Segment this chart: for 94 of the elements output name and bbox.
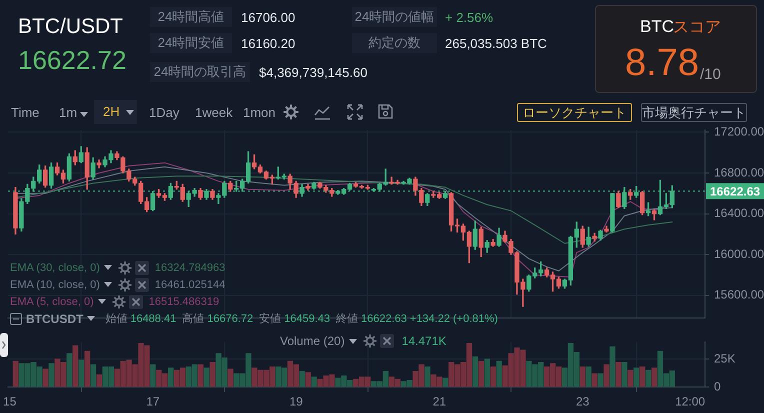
text: 市場奥行チャート [641,103,747,122]
bar [496,360,502,387]
bar [442,378,448,387]
text: 1m [59,105,78,120]
text: 16706.00 [241,10,296,25]
bar [622,362,628,387]
annotation: 16515.486319 [148,296,220,308]
text: 8.78 [625,42,699,85]
y-tick-label: 17200.00 [714,124,764,139]
bar [490,366,496,387]
bar [651,368,658,387]
text: 24時間の取引高 [150,62,250,82]
bar [640,366,646,387]
bar [634,368,640,387]
bar [150,364,156,387]
text: 24時間安値 [150,33,232,53]
text: 16622.72 [18,45,126,76]
bar [168,368,174,387]
bar [84,350,90,387]
bar [484,358,490,387]
text: ローソクチャート [517,103,632,122]
bar [96,374,102,387]
text: $4,369,739,145.60 [259,65,368,80]
text: 265,035.503 BTC [445,36,547,51]
bar [48,363,54,387]
bar [311,376,317,387]
text: EMA (10, close, 0) [10,278,100,290]
x-tick-label: 21 [432,394,446,409]
text: BTC/USDT [18,15,123,39]
bar [424,366,430,387]
bar [604,364,610,387]
text: EMA (5, close, 0) [10,296,94,308]
annotation: 16461.025144 [154,278,226,290]
text: 1Day [149,105,180,120]
x-tick-label: 23 [576,394,590,409]
text: 16160.20 [241,36,296,51]
text: + 2.56% [445,10,494,25]
bar [78,360,84,387]
bar [472,356,478,387]
text: 2H [94,100,137,124]
y-tick-label: 16800.00 [714,165,764,180]
bar [305,372,311,387]
text: BTCUSDT [26,312,84,326]
bar [586,366,592,387]
annotation: 始値 [105,312,128,326]
text: Time [11,105,40,120]
y-tick-label: 25K [714,351,736,366]
bar [204,368,210,387]
x-tick-label: 12:00 [675,394,706,409]
bar [90,364,96,387]
x-tick-label: 17 [146,394,160,409]
bar [210,362,216,387]
text: 24時間の値幅 [352,7,437,27]
bar [299,370,305,387]
text: 1mon [243,105,276,120]
bar [592,373,598,387]
text: 1week [195,105,233,120]
bar [610,346,616,387]
text: 約定の数 [352,33,437,53]
text: 24時間高値 [150,7,232,27]
annotation: 16622.63 [361,312,407,324]
chart-title: Volume (20) [280,334,345,348]
text: EMA (30, close, 0) [10,262,100,274]
x-tick-label: 15 [3,394,17,409]
annotation: 終値 [336,312,358,326]
bar [72,345,78,387]
text: /10 [700,66,721,83]
annotation: 安値 [259,312,282,326]
annotation: 16676.72 [207,312,254,324]
bar [478,360,484,387]
y-tick-label: 0 [714,379,721,394]
annotation: 16324.784963 [154,262,226,274]
bar [616,362,622,387]
annotation: 16488.41 [130,312,176,324]
bar [645,370,652,387]
text: BTC [640,17,674,37]
bar [198,364,204,387]
y-tick-label: 15600.00 [714,288,764,302]
x-tick-label: 19 [289,394,304,409]
annotation: 高値 [182,312,204,326]
ref-line-label: 16622.63 [710,184,760,198]
bar [228,368,234,387]
bar [42,368,48,387]
bar [598,373,604,387]
y-tick-label: 16000.00 [714,246,764,261]
bar [580,366,586,387]
bar [12,360,18,387]
bar [66,353,72,387]
annotation: 14.471K [402,334,446,348]
annotation: 16459.43 [284,312,330,324]
y-tick-label: 16400.00 [714,206,764,220]
text: スコア [673,18,721,38]
bar [628,370,634,387]
annotation: +134.22 (+0.81%) [410,312,498,324]
